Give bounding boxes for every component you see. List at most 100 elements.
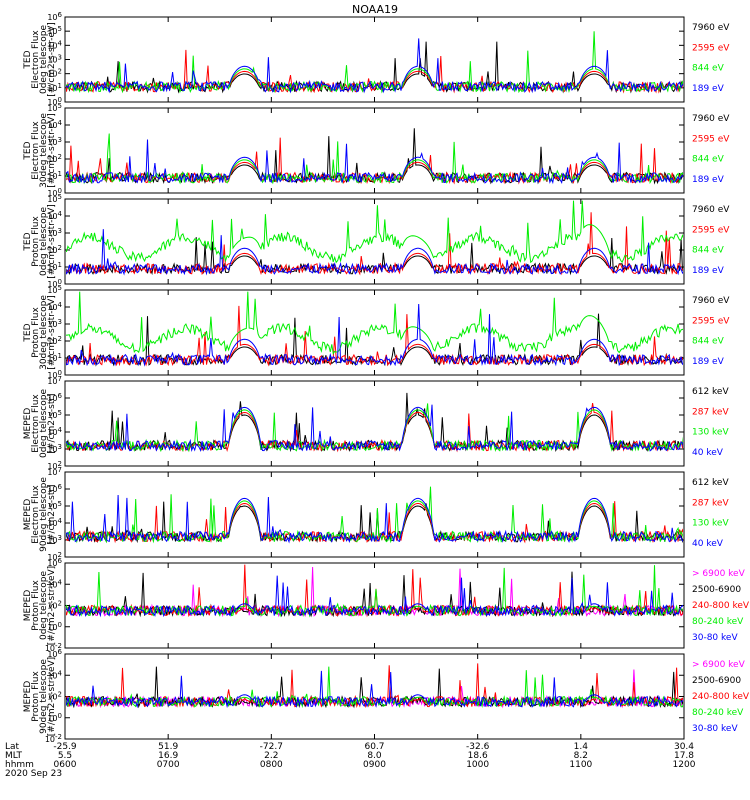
y-axis-label: MEPED [23, 499, 33, 531]
legend-entry: 189 eV [692, 84, 725, 94]
series-trace [66, 303, 683, 367]
y-tick-label: 100 [47, 96, 62, 107]
legend-entry: 189 eV [692, 357, 725, 367]
y-tick-label: 105 [47, 500, 62, 511]
y-tick-label: 100 [47, 278, 62, 289]
y-tick-label: 104 [47, 210, 62, 221]
y-axis-label: MEPED [23, 408, 33, 440]
y-axis-label: Proton Flux [31, 216, 41, 267]
bottom-tick-label: 0600 [54, 760, 77, 770]
legend-entry: 240-800 keV [692, 601, 750, 611]
panel-frame [64, 471, 685, 558]
y-tick-label: 101 [47, 261, 62, 272]
series-trace [66, 494, 683, 544]
bottom-tick-label: 8.0 [367, 751, 382, 761]
legend-entry: 2595 eV [692, 225, 730, 235]
legend-entry: > 6900 keV [692, 660, 746, 670]
bottom-tick-label: 30.4 [674, 742, 694, 752]
y-axis-label: 0deg telescope [39, 389, 49, 459]
series-trace [66, 139, 683, 185]
bottom-tick-label: 1100 [569, 760, 592, 770]
y-axis-label: TED [23, 232, 33, 251]
legend-entry: 40 keV [692, 539, 724, 549]
y-tick-label: 104 [47, 517, 62, 528]
y-tick-label: 104 [47, 119, 62, 130]
y-axis-label: [#/cm2-s-str-eV] [47, 204, 57, 279]
y-tick-label: 104 [47, 669, 62, 680]
y-axis-label: TED [23, 323, 33, 342]
series-trace [66, 305, 683, 367]
date-label: 2020 Sep 23 [5, 769, 62, 779]
legend-entry: 7960 eV [692, 205, 730, 215]
bottom-tick-label: 5.5 [58, 751, 72, 761]
legend-entry: 287 keV [692, 407, 729, 417]
y-tick-label: 105 [47, 284, 62, 295]
y-axis-label: MEPED [23, 590, 33, 622]
legend-entry: 80-240 keV [692, 617, 744, 627]
legend-entry: 40 keV [692, 448, 724, 458]
y-axis-label: 0deg telescope [39, 207, 49, 277]
legend-entry: 2595 eV [692, 43, 730, 53]
y-axis-label: 30deg telescope [39, 295, 49, 370]
y-tick-label: 105 [47, 102, 62, 113]
y-tick-label: 106 [47, 648, 62, 659]
y-tick-label: 100 [47, 712, 62, 723]
y-tick-label: 102 [47, 691, 62, 702]
series-trace [66, 404, 683, 453]
y-axis-label: [#/cm2-s-str-eV] [47, 295, 57, 370]
y-tick-label: 102 [47, 153, 62, 164]
legend-entry: > 6900 keV [692, 569, 746, 579]
series-trace [66, 212, 683, 276]
y-tick-label: 101 [47, 82, 62, 93]
series-trace [66, 49, 683, 94]
series-trace [66, 666, 683, 709]
y-tick-label: 103 [47, 54, 62, 65]
y-tick-label: 104 [47, 578, 62, 589]
y-axis-label: Electron Flux [31, 30, 41, 89]
legend-entry: 844 eV [692, 337, 725, 347]
y-tick-label: 104 [47, 301, 62, 312]
bottom-tick-label: 17.8 [674, 751, 694, 761]
y-tick-label: 102 [47, 551, 62, 562]
bottom-row-label: hhmm [5, 760, 34, 770]
bottom-tick-label: 0800 [260, 760, 283, 770]
y-axis-label: [#/cm2-s-str-eV] [47, 22, 57, 97]
y-tick-label: 105 [47, 193, 62, 204]
y-tick-label: 101 [47, 170, 62, 181]
series-trace [66, 575, 683, 618]
bottom-tick-label: 0900 [363, 760, 386, 770]
bottom-row-label: MLT [5, 751, 23, 761]
series-trace [66, 38, 683, 94]
y-axis-label: 90deg telescope [39, 477, 49, 552]
y-axis-label: TED [23, 141, 33, 160]
legend-entry: 844 eV [692, 64, 725, 74]
y-axis-label: TED [23, 50, 33, 69]
y-axis-label: MEPED [23, 681, 33, 713]
y-axis-label: 0deg telescope [39, 25, 49, 95]
bottom-tick-label: 18.6 [468, 751, 488, 761]
y-tick-label: 102 [47, 335, 62, 346]
y-axis-label: Electron Flux [31, 485, 41, 544]
legend-entry: 7960 eV [692, 114, 730, 124]
y-tick-label: 102 [47, 460, 62, 471]
y-axis-label: Proton Flux [31, 307, 41, 358]
bottom-tick-label: 60.7 [364, 742, 384, 752]
legend-entry: 2500-6900 [692, 676, 741, 686]
y-tick-label: 102 [47, 600, 62, 611]
legend-entry: 612 keV [692, 478, 729, 488]
bottom-tick-label: 1200 [673, 760, 696, 770]
y-tick-label: 102 [47, 244, 62, 255]
bottom-tick-label: -72.7 [260, 742, 283, 752]
legend-entry: 130 keV [692, 519, 729, 529]
y-axis-label: [#/cm2-s-str-keV] [47, 657, 57, 736]
y-tick-label: 103 [47, 227, 62, 238]
bottom-tick-label: 2.2 [264, 751, 278, 761]
y-tick-label: 106 [47, 557, 62, 568]
legend-entry: 30-80 keV [692, 633, 738, 643]
